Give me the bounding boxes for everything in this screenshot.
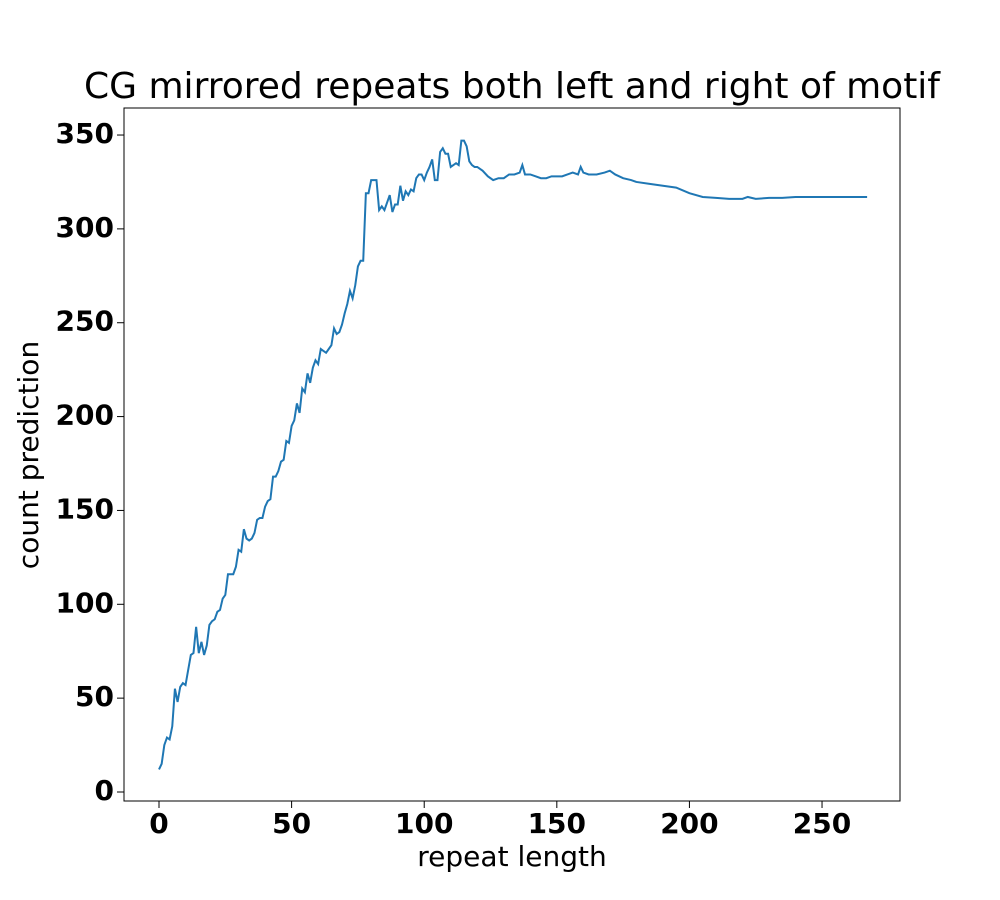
x-tick-label: 100 xyxy=(395,807,453,840)
y-tick-label: 50 xyxy=(75,680,114,713)
y-tick-label: 350 xyxy=(56,117,114,150)
x-tick-label: 150 xyxy=(528,807,586,840)
chart-title: CG mirrored repeats both left and right … xyxy=(84,66,941,107)
y-tick-label: 100 xyxy=(56,586,114,619)
x-axis-label: repeat length xyxy=(417,840,606,873)
y-tick-label: 250 xyxy=(56,305,114,338)
data-line xyxy=(158,139,868,770)
x-tick-label: 250 xyxy=(793,807,851,840)
y-tick-label: 200 xyxy=(56,399,114,432)
plot-frame xyxy=(123,107,901,802)
y-tick-label: 300 xyxy=(56,211,114,244)
x-tick-label: 50 xyxy=(272,807,311,840)
y-tick-label: 150 xyxy=(56,492,114,525)
y-axis-label: count prediction xyxy=(12,341,45,569)
x-tick-label: 200 xyxy=(660,807,718,840)
x-tick-label: 0 xyxy=(149,807,168,840)
y-tick-label: 0 xyxy=(95,774,114,807)
